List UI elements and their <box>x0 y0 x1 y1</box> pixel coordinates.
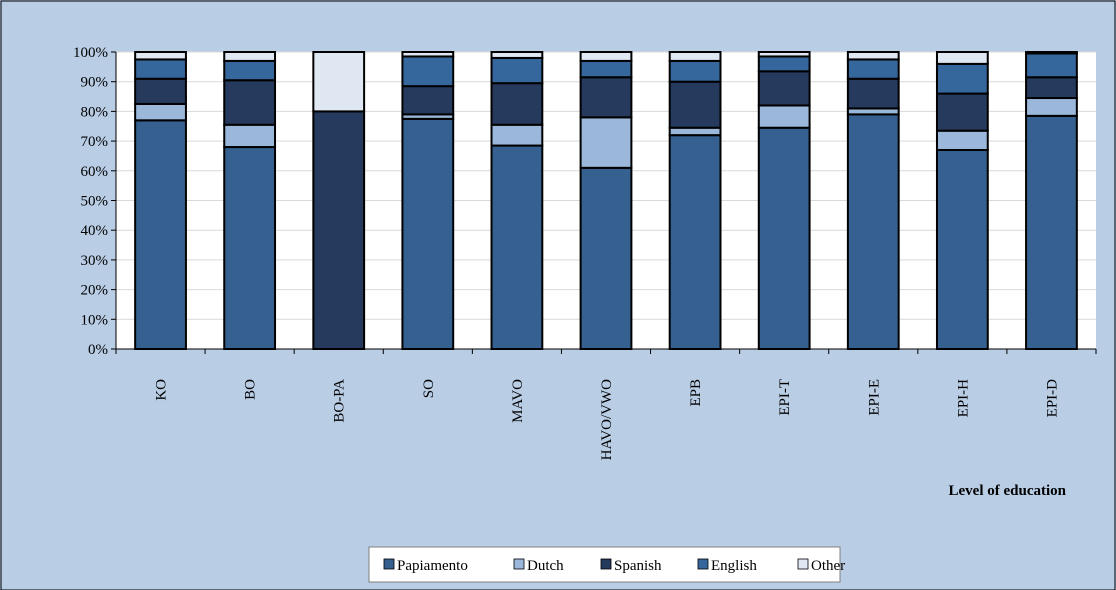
bar-segment-mavo-english <box>490 56 544 85</box>
x-category-label: EPI-E <box>866 379 882 416</box>
bar-segment-mavo-papiamento <box>490 144 544 350</box>
bar-segment-epi-t-english <box>757 55 811 73</box>
y-tick-label: 20% <box>81 283 109 299</box>
bar-segment-mavo-other <box>490 51 544 59</box>
legend-label-dutch: Dutch <box>527 558 564 574</box>
bar-segment-epb-english <box>668 59 722 83</box>
bar-segment-bo-english <box>223 59 277 82</box>
y-tick-label: 10% <box>81 312 109 328</box>
legend-swatch-spanish <box>600 558 612 570</box>
y-tick-label: 80% <box>81 104 109 120</box>
y-tick-label: 30% <box>81 253 109 269</box>
legend-swatch-papiamento <box>383 558 395 570</box>
bar-segment-so-other <box>401 51 455 58</box>
legend-label-spanish: Spanish <box>614 558 662 574</box>
bar-segment-epb-spanish <box>668 80 722 129</box>
bar-segment-bo-other <box>223 51 277 62</box>
y-tick-label: 50% <box>81 194 109 210</box>
legend-swatch-dutch <box>513 558 525 570</box>
bar-segment-epb-dutch <box>668 126 722 137</box>
bar-segment-havo-vwo-english <box>579 59 633 79</box>
bar-segment-bo-pa-spanish <box>312 110 366 351</box>
x-category-label: BO-PA <box>332 379 348 423</box>
legend-swatch-english <box>697 558 709 570</box>
x-category-label: MAVO <box>510 379 526 423</box>
x-category-label: EPI-T <box>777 379 793 416</box>
bar-segment-epi-t-other <box>757 51 811 58</box>
bar-segment-bo-spanish <box>223 79 277 126</box>
bar-segment-epi-d-english <box>1025 52 1078 79</box>
bar-segment-havo-vwo-spanish <box>579 76 633 119</box>
bar-segment-epi-e-other <box>846 51 900 61</box>
bar-segment-so-english <box>401 55 455 88</box>
bar-segment-epb-other <box>668 51 722 62</box>
bar-segment-epi-d-papiamento <box>1025 114 1078 351</box>
bar-segment-epi-t-papiamento <box>757 126 811 350</box>
bar-segment-ko-papiamento <box>134 119 187 350</box>
bar-segment-epi-h-papiamento <box>935 149 989 350</box>
bar-segment-epi-e-english <box>846 58 900 80</box>
bar-segment-havo-vwo-papiamento <box>579 166 633 350</box>
bar-segment-ko-english <box>134 58 187 80</box>
bar-segment-bo-pa-other <box>312 51 366 113</box>
bar-segment-mavo-spanish <box>490 82 544 126</box>
bar-segment-epi-e-papiamento <box>846 113 900 351</box>
bar-segment-epi-h-other <box>935 51 989 65</box>
bar-segment-ko-dutch <box>134 102 187 122</box>
bar-segment-epi-h-dutch <box>935 129 989 152</box>
y-tick-label: 60% <box>81 164 109 180</box>
bar-segment-havo-vwo-other <box>579 51 633 62</box>
bar-segment-so-papiamento <box>401 117 455 350</box>
x-category-label: EPI-H <box>955 379 971 417</box>
bar-segment-bo-papiamento <box>223 146 277 350</box>
bar-segment-so-spanish <box>401 85 455 116</box>
x-category-label: EPI-D <box>1044 379 1060 417</box>
bar-segment-epi-t-spanish <box>757 70 811 107</box>
bar-segment-bo-dutch <box>223 123 277 149</box>
x-category-label: BO <box>243 379 259 400</box>
x-category-label: HAVO/VWO <box>599 379 615 461</box>
y-tick-label: 40% <box>81 223 109 239</box>
bar-segment-epi-t-dutch <box>757 104 811 129</box>
bar-segment-mavo-dutch <box>490 123 544 147</box>
bar-segment-epi-h-english <box>935 62 989 95</box>
x-axis-title: Level of education <box>949 483 1067 499</box>
bar-segment-epb-papiamento <box>668 134 722 350</box>
bar-segment-ko-other <box>134 51 187 61</box>
bar-segment-havo-vwo-dutch <box>579 116 633 169</box>
x-category-label: EPB <box>688 379 704 407</box>
x-category-label: KO <box>154 379 170 401</box>
y-tick-label: 90% <box>81 75 109 91</box>
y-tick-label: 0% <box>88 342 108 358</box>
legend-label-other: Other <box>811 558 845 574</box>
y-tick-label: 100% <box>73 45 108 61</box>
x-category-label: SO <box>421 379 437 398</box>
bar-segment-epi-d-other <box>1025 51 1078 55</box>
legend-label-english: English <box>711 558 757 574</box>
legend-label-papiamento: Papiamento <box>397 558 468 574</box>
bar-segment-epi-d-dutch <box>1025 97 1078 117</box>
bar-segment-epi-d-spanish <box>1025 76 1078 100</box>
y-tick-label: 70% <box>81 134 109 150</box>
bar-segment-ko-spanish <box>134 77 187 105</box>
bar-segment-epi-e-spanish <box>846 77 900 110</box>
legend-swatch-other <box>797 558 809 570</box>
bar-segment-epi-h-spanish <box>935 92 989 132</box>
